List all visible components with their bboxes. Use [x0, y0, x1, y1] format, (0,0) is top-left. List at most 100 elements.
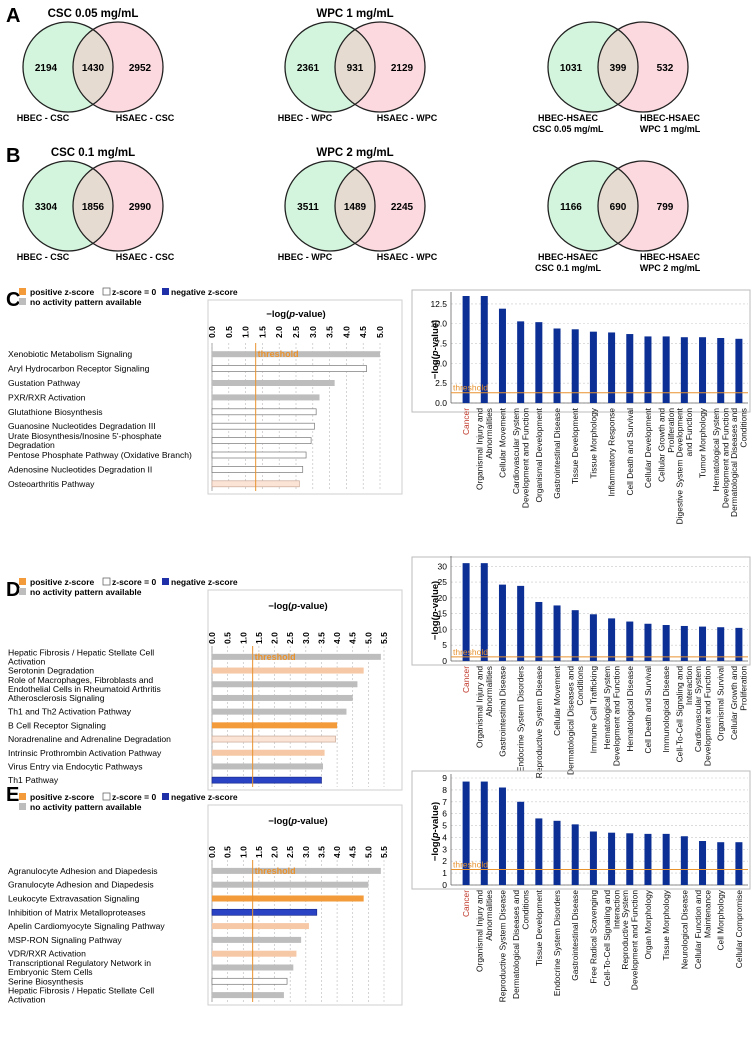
pathway-label: Virus Entry via Endocytic Pathways — [8, 761, 143, 771]
pathway-label: Inhibition of Matrix Metalloproteases — [8, 907, 146, 917]
disease-bar — [553, 605, 561, 661]
x-tick-label: 0.5 — [223, 846, 233, 858]
legend-c: positive z-score z-score = 0 negative z-sc… — [19, 287, 238, 307]
pathway-bar — [211, 908, 318, 916]
disease-bar — [680, 625, 688, 661]
disease-label: Organismal Injury and — [475, 890, 485, 972]
venn-right-label: HSAEC - WPC — [377, 252, 438, 262]
disease-bar — [662, 336, 670, 403]
venn-left-label: HBEC - WPC — [278, 252, 333, 262]
y-tick-label: 30 — [438, 561, 448, 571]
x-tick-label: 1.0 — [238, 632, 248, 644]
disease-label: Digestive System Development — [675, 407, 685, 524]
pathway-bar — [212, 923, 309, 930]
disease-label: Inflammatory Response — [607, 408, 617, 497]
disease-bar — [517, 321, 525, 403]
disease-label: Maintenance — [702, 890, 712, 938]
legend-none-swatch — [19, 803, 26, 810]
pathway-bar — [212, 380, 335, 386]
disease-label: Dermatological Diseases and — [729, 408, 739, 517]
disease-label: Neurological Disease — [679, 890, 689, 969]
x-tick-label: 5.0 — [375, 326, 385, 338]
y-axis-title: −log(p-value) — [430, 802, 441, 861]
y-tick-label: 5 — [442, 821, 447, 831]
pathway-label: Glutathione Biosynthesis — [8, 407, 103, 417]
pathway-label: Activation — [8, 656, 45, 666]
y-tick-label: 4 — [442, 832, 447, 842]
venn-left-label: HBEC - CSC — [17, 113, 70, 123]
venn-left-outline — [284, 21, 376, 113]
venn-left-outline — [547, 21, 639, 113]
disease-label: Organismal Injury and — [475, 666, 485, 748]
disease-bar — [498, 308, 506, 403]
pathway-label: Degradation — [8, 440, 55, 450]
pathway-label: Transcriptional Regulatory Network in — [8, 958, 151, 968]
disease-bar — [462, 296, 470, 403]
disease-label: Dermatological Diseases and — [565, 666, 575, 775]
x-tick-label: 0.5 — [224, 326, 234, 338]
pathway-label: Endothelial Cells in Rheumatoid Arthriti… — [8, 684, 161, 694]
venn-left-count: 3304 — [35, 202, 58, 213]
pathway-bar — [211, 977, 288, 985]
disease-label: Cellular Movement — [497, 407, 507, 477]
pathway-label: Gustation Pathway — [8, 378, 81, 388]
disease-chart-e: 0 1 2 3 45 6 7 8 9 −log(p-value) Cancer Organismal … — [411, 770, 751, 1002]
pathway-label: Serotonin Degradation — [8, 666, 94, 676]
legend-zero-swatch — [102, 577, 111, 586]
pathway-label: B Cell Receptor Signaling — [8, 720, 106, 730]
y-axis-title: −log(p-value) — [430, 581, 441, 640]
pathway-bar — [212, 749, 325, 756]
pathway-label: Leukocyte Extravasation Signaling — [8, 894, 140, 904]
x-tick-label: 4.5 — [358, 326, 368, 338]
venn-title: WPC 1 mg/mL — [316, 8, 393, 20]
y-tick-label: 25 — [438, 577, 448, 587]
disease-label: Reproductive System Disease — [534, 666, 544, 779]
disease-label: Organ Morphology — [643, 889, 653, 959]
venn-right-outline — [334, 160, 426, 252]
x-tick-label: 3.0 — [301, 846, 311, 858]
venn-right-label: HSAEC - CSC — [116, 252, 175, 262]
venn-right-label: HSAEC - WPC — [377, 113, 438, 123]
venn-left-count: 1031 — [560, 63, 583, 74]
pathway-bar — [211, 422, 315, 430]
legend-zero-label: z-score = 0 — [112, 287, 156, 297]
disease-bar — [480, 563, 488, 661]
pathway-label: Granulocyte Adhesion and Diapedesis — [8, 880, 154, 890]
disease-bar — [699, 626, 707, 661]
disease-bar — [608, 618, 616, 661]
pathway-label: Th1 and Th2 Activation Pathway — [8, 707, 132, 717]
disease-bar — [535, 818, 543, 885]
disease-label: Cancer — [461, 666, 471, 693]
x-tick-label: 3.5 — [316, 632, 326, 644]
pathway-label: Noradrenaline and Adrenaline Degradation — [8, 734, 171, 744]
x-tick-label: 3.0 — [308, 326, 318, 338]
disease-label: Tissue Development — [534, 889, 544, 966]
pathway-label: Apelin Cardiomyocyte Signaling Pathway — [8, 921, 165, 931]
pathway-label: Th1 Pathway — [8, 775, 59, 785]
disease-label: Abnormalities — [484, 408, 494, 459]
disease-bar — [717, 842, 725, 885]
venn-left-count: 1166 — [560, 202, 582, 213]
disease-label: Hematological System — [711, 408, 721, 491]
pathway-bar — [211, 776, 322, 784]
disease-label: Organismal Survival — [716, 666, 726, 741]
pathway-bar — [211, 466, 304, 473]
y-tick-label: 10 — [438, 624, 448, 634]
disease-label: Gastrointestinal Disease — [497, 666, 507, 757]
legend-negative-label: negative z-score — [171, 287, 238, 297]
disease-bar — [553, 820, 561, 885]
legend-negative-label: negative z-score — [171, 792, 238, 802]
venn-left-outline — [22, 21, 114, 113]
venn-left-label-2: CSC 0.05 mg/mL — [532, 124, 604, 134]
pathway-label: Urate Biosynthesis/Inosine 5'-phosphate — [8, 431, 162, 441]
threshold-label: threshold — [453, 647, 488, 657]
venn-b0: CSC 0.1 mg/mL 3304 1856 2990 HBEC - CSC HSAEC… — [17, 147, 175, 262]
disease-bar — [699, 337, 707, 403]
pathway-bar — [212, 653, 381, 660]
panel-letter-c: C — [6, 289, 20, 311]
venn-right-outline — [597, 21, 689, 113]
disease-label: Cell-To-Cell Signaling and — [602, 890, 612, 987]
venn-right-outline — [334, 21, 426, 113]
x-tick-label: 1.0 — [241, 326, 251, 338]
disease-bar — [735, 627, 743, 661]
